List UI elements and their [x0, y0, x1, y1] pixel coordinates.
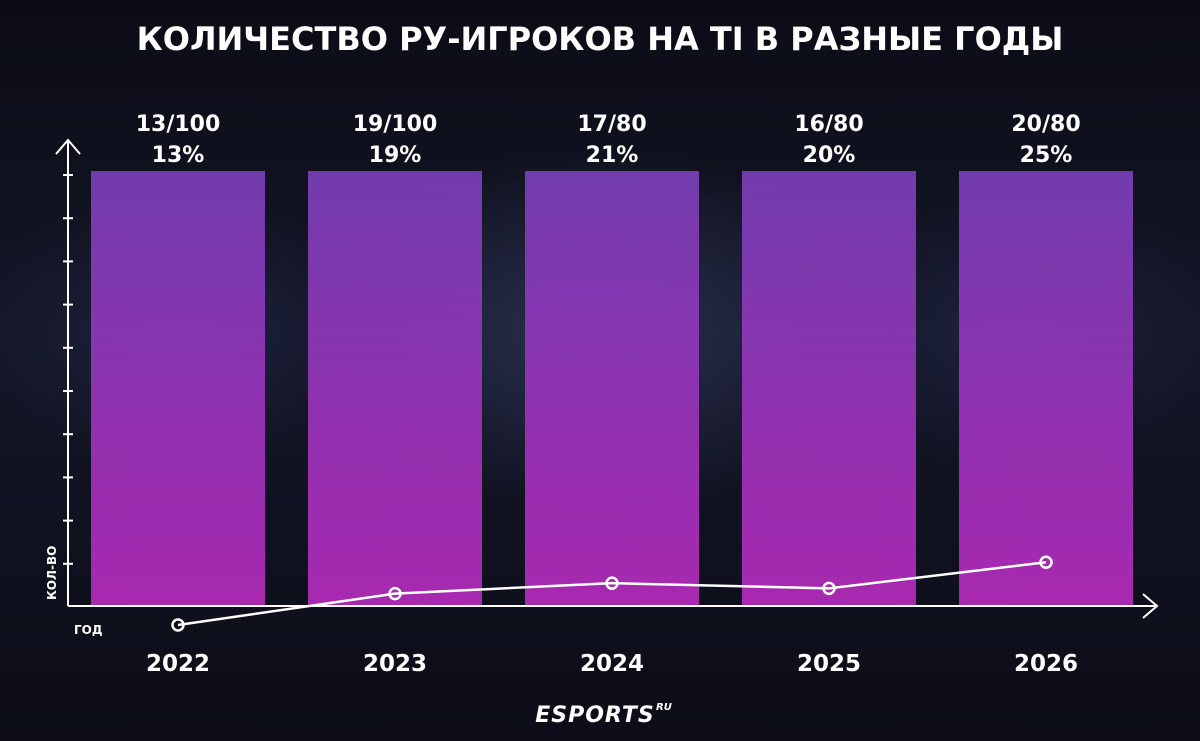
bar-2023 [308, 171, 482, 606]
data-point-2023 [388, 586, 402, 601]
bar-percent-label: 13% [152, 143, 205, 168]
y-axis-arrow-icon [55, 138, 81, 155]
logo-suffix: RU [656, 702, 672, 713]
x-tick-label: 2025 [797, 651, 861, 677]
data-point-2022 [171, 618, 185, 632]
x-labels-group: 2022 2023 2024 2025 2026 [146, 651, 1078, 677]
bar-percent-label: 25% [1020, 143, 1073, 168]
y-ticks-group [63, 174, 73, 565]
bar-2026 [959, 171, 1133, 606]
x-tick-label: 2022 [146, 651, 210, 677]
bar-count-label: 17/80 [577, 112, 646, 137]
bar-percent-label: 19% [369, 143, 422, 168]
y-axis-label: КОЛ-ВО [45, 546, 59, 600]
x-axis-label: ГОД [74, 623, 103, 637]
esports-logo: ESPORTS RU [535, 702, 672, 728]
logo-text: ESPORTS [535, 703, 655, 728]
bar-2025 [742, 171, 916, 606]
bar-percent-label: 20% [803, 143, 856, 168]
bar-percent-label: 21% [586, 143, 639, 168]
data-point-2024 [605, 576, 619, 590]
bar-count-label: 13/100 [136, 112, 221, 137]
bars-group [91, 171, 1133, 606]
x-axis [68, 593, 1159, 619]
bar-count-label: 20/80 [1011, 112, 1080, 137]
bar-2024 [525, 171, 699, 606]
bar-count-label: 16/80 [794, 112, 863, 137]
x-tick-label: 2026 [1014, 651, 1078, 677]
bar-labels-group: 13/100 13% 19/100 19% 17/80 21% 16/80 20% 20/80 2… [136, 112, 1081, 168]
data-point-2025 [822, 581, 836, 596]
data-point-2026 [1039, 555, 1053, 569]
x-tick-label: 2023 [363, 651, 427, 677]
line-series [171, 555, 1053, 632]
chart-title: КОЛИЧЕСТВО РУ-ИГРОКОВ НА TI В РАЗНЫЕ ГОД… [137, 20, 1064, 58]
bar-count-label: 19/100 [353, 112, 438, 137]
bar-2022 [91, 171, 265, 606]
y-axis [55, 138, 81, 606]
x-tick-label: 2024 [580, 651, 644, 677]
series-line [177, 561, 1047, 627]
x-axis-arrow-icon [1142, 593, 1159, 619]
